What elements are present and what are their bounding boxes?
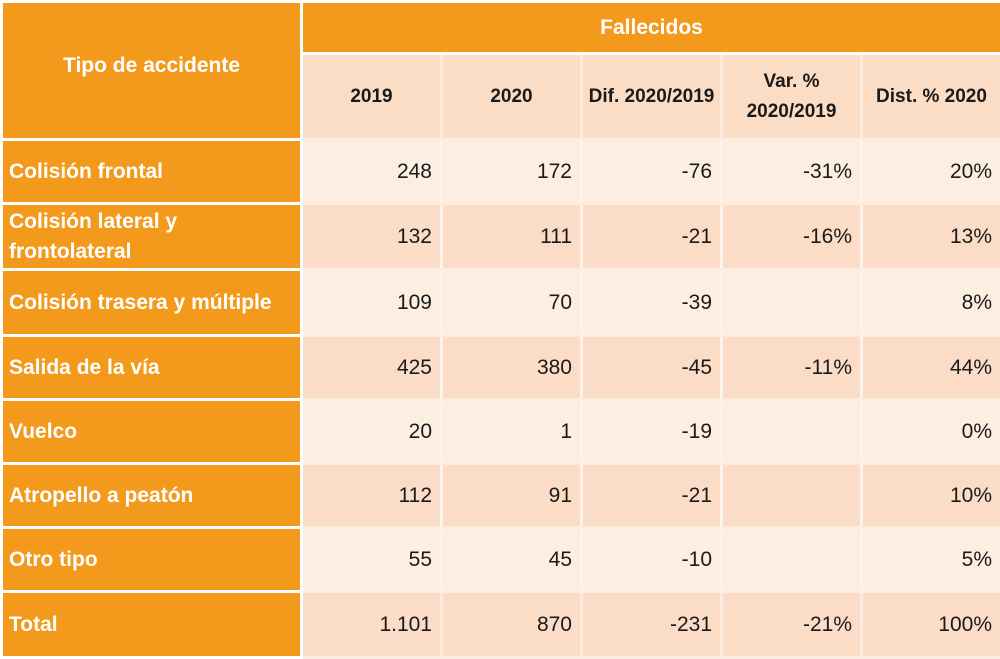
row-label: Colisión frontal [2, 140, 302, 204]
table-cell: 20 [302, 400, 442, 464]
table-row: Colisión frontal 248 172 -76 -31% 20% [2, 140, 1000, 204]
row-label: Atropello a peatón [2, 464, 302, 528]
table-cell: 70 [442, 270, 582, 336]
column-header: Dif. 2020/2019 [582, 54, 722, 140]
table-cell: 425 [302, 336, 442, 400]
table-cell: 172 [442, 140, 582, 204]
table-cell: -39 [582, 270, 722, 336]
table-cell: 132 [302, 204, 442, 270]
table-row: Otro tipo 55 45 -10 5% [2, 528, 1000, 592]
table-cell: 20% [862, 140, 1000, 204]
table-row: Vuelco 20 1 -19 0% [2, 400, 1000, 464]
table-cell: 1.101 [302, 592, 442, 658]
table-cell: -76 [582, 140, 722, 204]
column-header: Var. % 2020/2019 [722, 54, 862, 140]
row-label: Otro tipo [2, 528, 302, 592]
table-cell: -16% [722, 204, 862, 270]
table-cell: -19 [582, 400, 722, 464]
table-cell: 45 [442, 528, 582, 592]
table-cell: 55 [302, 528, 442, 592]
table-cell: -11% [722, 336, 862, 400]
table-cell: -31% [722, 140, 862, 204]
table-cell: -10 [582, 528, 722, 592]
row-label: Total [2, 592, 302, 658]
table-cell: 8% [862, 270, 1000, 336]
column-header: 2019 [302, 54, 442, 140]
table-row: Colisión trasera y múltiple 109 70 -39 8… [2, 270, 1000, 336]
table-cell [722, 464, 862, 528]
table-cell: 111 [442, 204, 582, 270]
table-row: Salida de la vía 425 380 -45 -11% 44% [2, 336, 1000, 400]
column-header: 2020 [442, 54, 582, 140]
table-cell [722, 270, 862, 336]
row-label: Salida de la vía [2, 336, 302, 400]
table-cell: 870 [442, 592, 582, 658]
table-cell [722, 400, 862, 464]
table-cell [722, 528, 862, 592]
table-cell: 248 [302, 140, 442, 204]
row-label: Vuelco [2, 400, 302, 464]
table-cell: 44% [862, 336, 1000, 400]
row-label: Colisión trasera y múltiple [2, 270, 302, 336]
table-cell: 10% [862, 464, 1000, 528]
table-cell: -21 [582, 464, 722, 528]
table-cell: 13% [862, 204, 1000, 270]
table-cell: 109 [302, 270, 442, 336]
table-cell: -21 [582, 204, 722, 270]
table-cell: 380 [442, 336, 582, 400]
table-cell: 100% [862, 592, 1000, 658]
group-header-label: Fallecidos [302, 2, 1000, 54]
table-row: Atropello a peatón 112 91 -21 10% [2, 464, 1000, 528]
table-cell: 5% [862, 528, 1000, 592]
table-cell: 0% [862, 400, 1000, 464]
table-cell: -231 [582, 592, 722, 658]
table-row-total: Total 1.101 870 -231 -21% 100% [2, 592, 1000, 658]
table-cell: -45 [582, 336, 722, 400]
column-header: Dist. % 2020 [862, 54, 1000, 140]
row-label: Colisión lateral y frontolateral [2, 204, 302, 270]
table-cell: -21% [722, 592, 862, 658]
row-header-label: Tipo de accidente [2, 2, 302, 140]
table-cell: 91 [442, 464, 582, 528]
table-cell: 112 [302, 464, 442, 528]
table-row: Colisión lateral y frontolateral 132 111… [2, 204, 1000, 270]
table-cell: 1 [442, 400, 582, 464]
